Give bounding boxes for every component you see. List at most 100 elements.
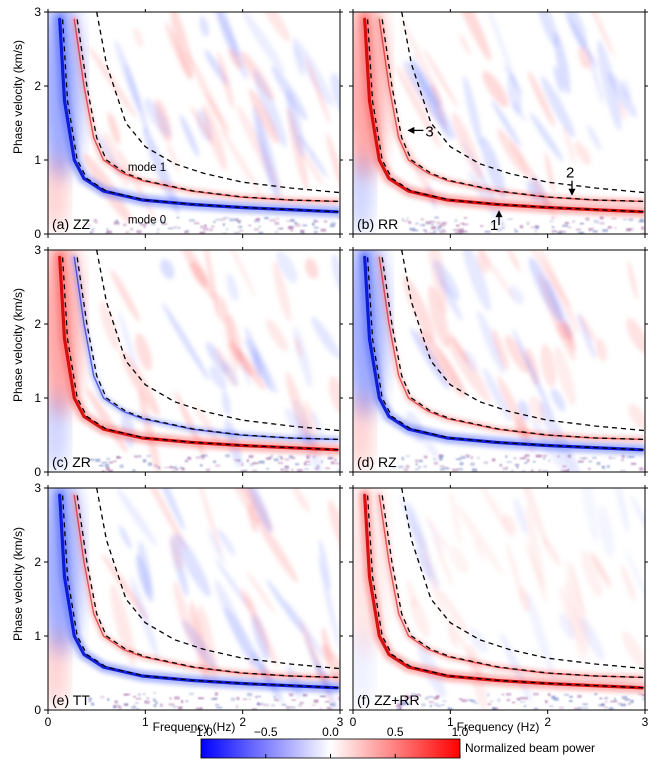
grain-cell [95, 458, 101, 462]
noise-blob [199, 15, 209, 38]
noise-blob [214, 558, 250, 609]
grain-cell [213, 220, 216, 224]
y-tick-label: 0 [34, 703, 41, 717]
grain-cell [280, 227, 283, 230]
grain-cell [156, 231, 160, 234]
grain-cell [627, 227, 634, 231]
grain-cell [112, 460, 117, 463]
grain-cell [249, 463, 254, 467]
noise-blob [328, 376, 340, 413]
panel-background [353, 12, 645, 234]
noise-blob [477, 250, 490, 274]
noise-blob [562, 124, 576, 166]
panel-label: (d) RZ [357, 454, 397, 470]
grain-cell [220, 218, 226, 222]
grain-cell [198, 697, 204, 700]
panel-frame [352, 249, 646, 473]
grain-cell [418, 695, 422, 697]
noise-blob [135, 554, 154, 603]
grain-cell [433, 696, 439, 700]
grain-cell [174, 465, 178, 470]
noise-blob [598, 505, 615, 559]
grain-cell [562, 224, 569, 227]
grain-cell [252, 462, 259, 465]
panel-heatmap [353, 250, 645, 472]
y-tick-label: 0 [34, 227, 41, 241]
grain-cell [415, 693, 421, 696]
x-tick-label: 3 [642, 715, 649, 729]
grain-cell [409, 227, 416, 231]
ylabel-row-2: Phase velocity (km/s) [11, 288, 25, 402]
grain-cell [115, 219, 119, 223]
noise-blob [293, 45, 305, 77]
noise-blob [118, 525, 132, 550]
grain-cell [146, 697, 149, 700]
grain-cell [296, 468, 303, 472]
grain-cell [420, 218, 424, 221]
noise-blob [432, 534, 454, 588]
grain-cell [487, 703, 492, 706]
noise-blob [424, 514, 449, 551]
grain-cell [608, 456, 612, 460]
grain-cell [605, 696, 608, 699]
noise-blob [563, 12, 598, 69]
grain-cell [177, 227, 181, 229]
noise-blob [507, 74, 522, 115]
noise-blob [153, 488, 186, 531]
dispersion-curve-mode-0 [61, 495, 340, 689]
low-velocity-grain [88, 692, 340, 710]
noise-blob [179, 114, 200, 158]
grain-cell [256, 217, 260, 221]
grain-cell [143, 225, 147, 228]
grain-cell [125, 231, 130, 234]
grain-cell [274, 230, 279, 233]
grain-cell [568, 454, 571, 459]
noise-blob [135, 333, 153, 371]
grain-cell [123, 703, 128, 706]
grain-cell [442, 228, 445, 232]
low-velocity-grain [401, 216, 645, 234]
noise-blob [462, 250, 491, 311]
dispersion-curve-mode-1 [381, 257, 645, 441]
grain-cell [225, 228, 229, 231]
noise-blob [130, 577, 159, 660]
noise-blob [409, 597, 430, 638]
ylabel-row-3: Phase velocity (km/s) [11, 527, 25, 641]
grain-cell [542, 457, 546, 460]
noise-blob [118, 311, 138, 372]
grain-cell [462, 223, 469, 226]
grain-cell [331, 222, 336, 226]
grain-cell [405, 455, 410, 457]
dispersion-curve-mode-1 [76, 19, 340, 203]
grain-cell [438, 455, 444, 458]
noise-blob [558, 612, 575, 640]
grain-cell [225, 454, 230, 458]
grain-cell [277, 461, 284, 465]
grain-cell [630, 699, 634, 704]
panel-frame [47, 11, 341, 235]
grain-cell [186, 457, 192, 461]
grain-cell [538, 469, 542, 472]
grain-cell [535, 225, 539, 230]
noise-blob [449, 546, 469, 574]
grain-cell [399, 700, 403, 703]
grain-cell [533, 707, 539, 710]
grain-cell [284, 457, 290, 462]
grain-cell [313, 699, 319, 703]
grain-cell [439, 465, 445, 468]
grain-cell [132, 704, 136, 708]
grain-cell [551, 232, 556, 234]
grain-cell [415, 459, 418, 463]
grain-cell [604, 706, 608, 709]
grain-cell [258, 231, 264, 234]
grain-cell [270, 454, 274, 458]
grain-cell [490, 221, 494, 225]
noise-blob [311, 316, 340, 359]
grain-cell [423, 455, 428, 458]
grain-cell [88, 699, 91, 703]
grain-cell [592, 456, 597, 459]
noise-blob [414, 547, 440, 589]
panel-heatmap [353, 488, 645, 710]
noise-blob [255, 516, 299, 583]
grain-cell [524, 454, 530, 457]
